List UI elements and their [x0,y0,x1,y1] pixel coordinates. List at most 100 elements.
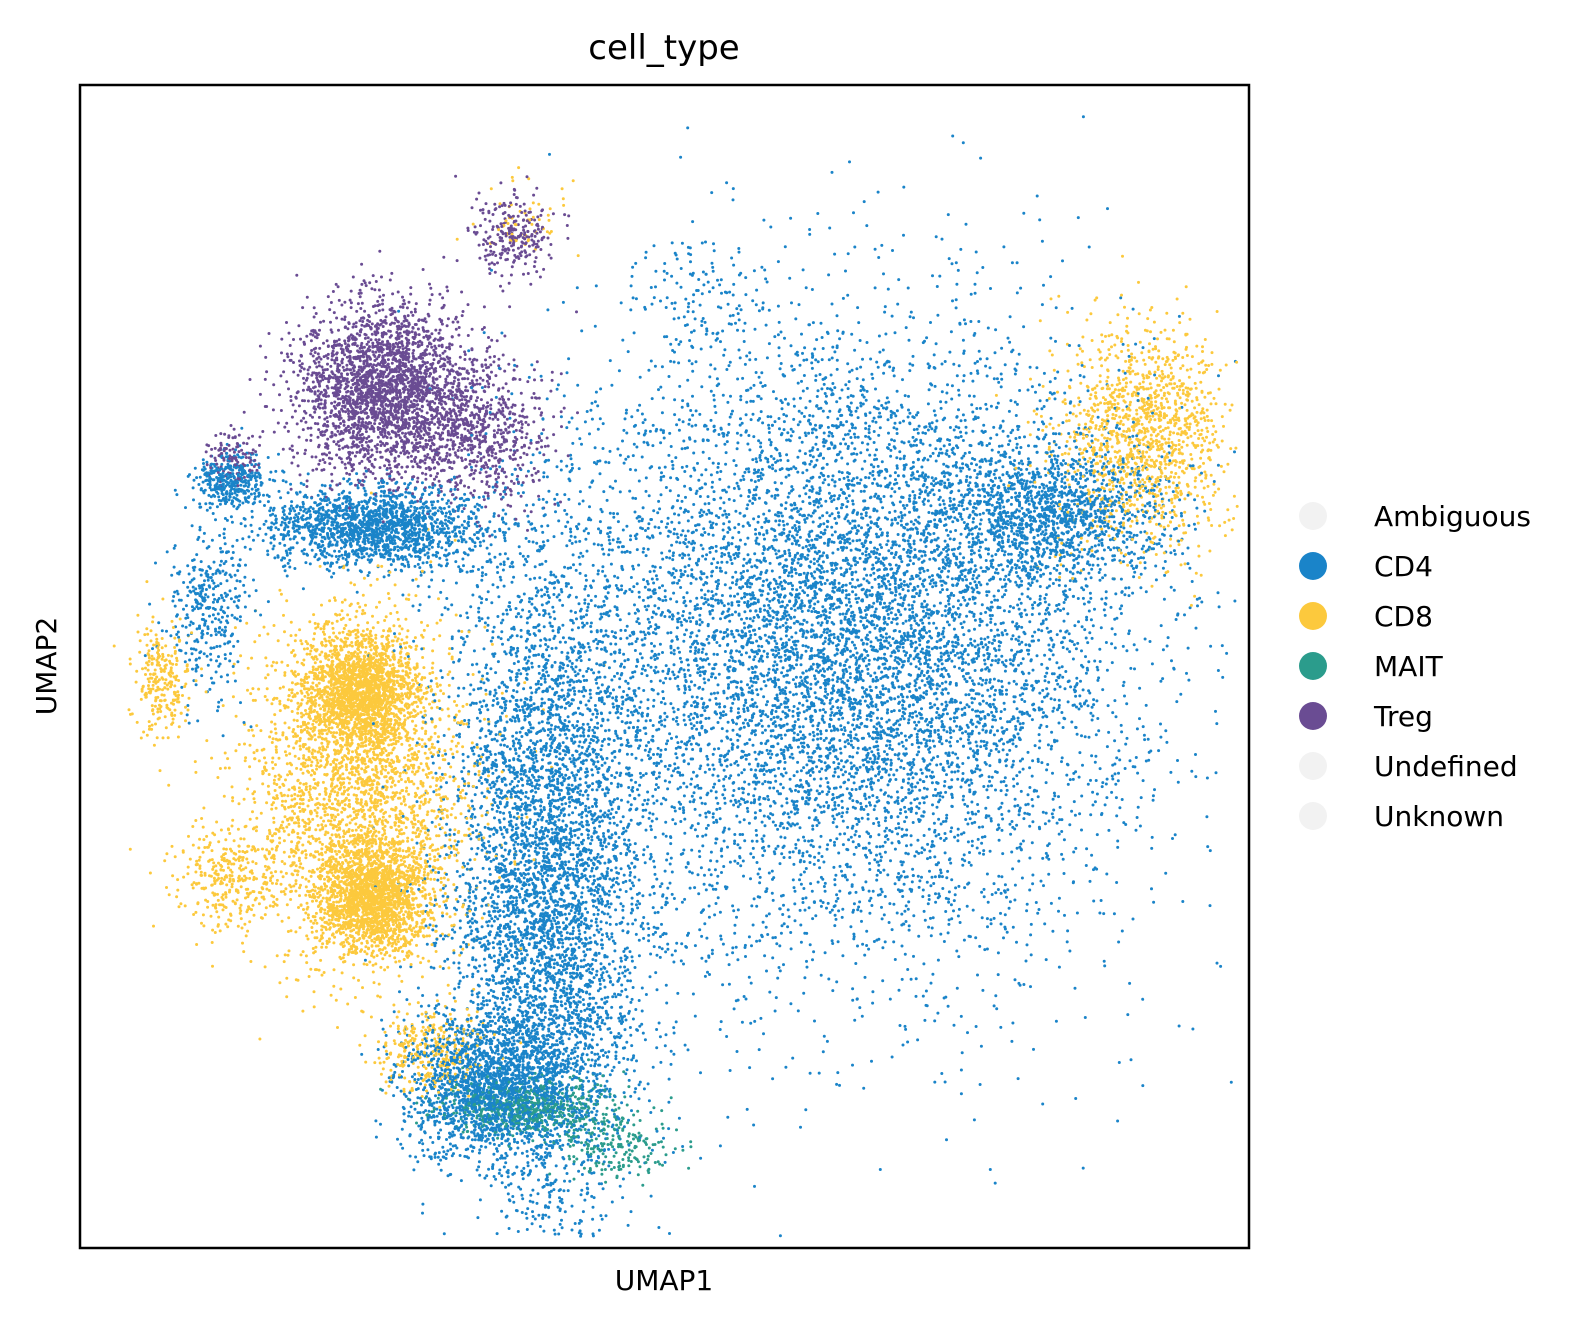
point-cd4 [728,498,731,501]
point-cd4 [750,768,753,771]
point-cd8 [1203,439,1206,442]
point-cd8 [440,809,443,812]
point-cd4 [789,1002,792,1005]
point-cd4 [900,519,903,522]
point-cd4 [751,667,754,670]
point-cd4 [774,1010,777,1013]
point-cd8 [1141,423,1144,426]
point-cd4 [581,1110,584,1113]
point-treg [289,344,292,347]
point-cd8 [285,977,288,980]
point-treg [533,378,536,381]
point-cd4 [957,436,960,439]
point-cd4 [540,432,543,435]
point-cd4 [1045,672,1048,675]
point-cd4 [929,382,932,385]
point-cd4 [817,360,820,363]
point-cd4 [405,998,408,1001]
point-cd4 [884,940,887,943]
point-cd4 [759,608,762,611]
point-cd4 [802,390,805,393]
point-cd4 [1059,609,1062,612]
point-treg [513,193,516,196]
point-cd4 [1119,525,1122,528]
point-cd4 [802,852,805,855]
point-cd8 [562,204,565,207]
point-cd4 [685,629,688,632]
point-cd4 [173,566,176,569]
point-cd8 [245,934,248,937]
point-cd4 [445,502,448,505]
point-cd4 [800,663,803,666]
point-cd4 [1069,411,1072,414]
point-cd4 [1118,806,1121,809]
point-cd4 [454,1114,457,1117]
point-cd4 [700,697,703,700]
point-cd4 [620,1101,623,1104]
point-cd4 [875,556,878,559]
point-cd8 [331,622,334,625]
point-treg [350,290,353,293]
point-cd4 [501,1181,504,1184]
point-cd4 [585,1131,588,1134]
point-treg [330,402,333,405]
point-cd4 [672,961,675,964]
point-cd4 [874,388,877,391]
point-cd4 [757,439,760,442]
point-cd4 [740,597,743,600]
point-cd8 [378,1057,381,1060]
point-cd4 [776,790,779,793]
point-mait [681,1149,684,1152]
point-cd8 [287,644,290,647]
point-cd4 [836,706,839,709]
point-cd4 [212,593,215,596]
point-cd4 [469,837,472,840]
point-cd4 [794,847,797,850]
point-cd4 [321,506,324,509]
point-cd4 [1113,546,1116,549]
point-cd4 [462,766,465,769]
point-cd4 [364,490,367,493]
point-cd4 [871,586,874,589]
point-cd4 [903,712,906,715]
point-cd4 [869,574,872,577]
point-cd4 [442,967,445,970]
point-cd4 [708,768,711,771]
point-cd4 [780,748,783,751]
point-cd8 [462,723,465,726]
point-cd4 [693,791,696,794]
point-cd8 [217,899,220,902]
point-cd8 [1126,564,1129,567]
point-cd8 [302,757,305,760]
point-cd4 [471,922,474,925]
point-cd4 [963,886,966,889]
point-cd4 [589,948,592,951]
point-cd8 [197,901,200,904]
point-cd4 [875,727,878,730]
point-cd8 [383,968,386,971]
point-cd4 [943,444,946,447]
point-cd4 [852,746,855,749]
point-cd4 [1171,837,1174,840]
point-cd4 [459,945,462,948]
point-cd4 [513,965,516,968]
point-treg [541,208,544,211]
point-treg [488,220,491,223]
point-cd4 [494,1178,497,1181]
point-cd4 [1193,523,1196,526]
point-cd4 [1082,1167,1085,1170]
point-cd4 [312,525,315,528]
point-cd8 [283,671,286,674]
point-cd4 [479,687,482,690]
point-cd4 [300,482,303,485]
point-cd4 [1050,745,1053,748]
point-cd4 [839,613,842,616]
point-cd8 [400,859,403,862]
point-treg [539,276,542,279]
point-cd8 [399,938,402,941]
point-cd4 [208,502,211,505]
point-cd8 [381,957,384,960]
point-cd4 [682,963,685,966]
point-cd4 [613,776,616,779]
point-cd4 [841,800,844,803]
